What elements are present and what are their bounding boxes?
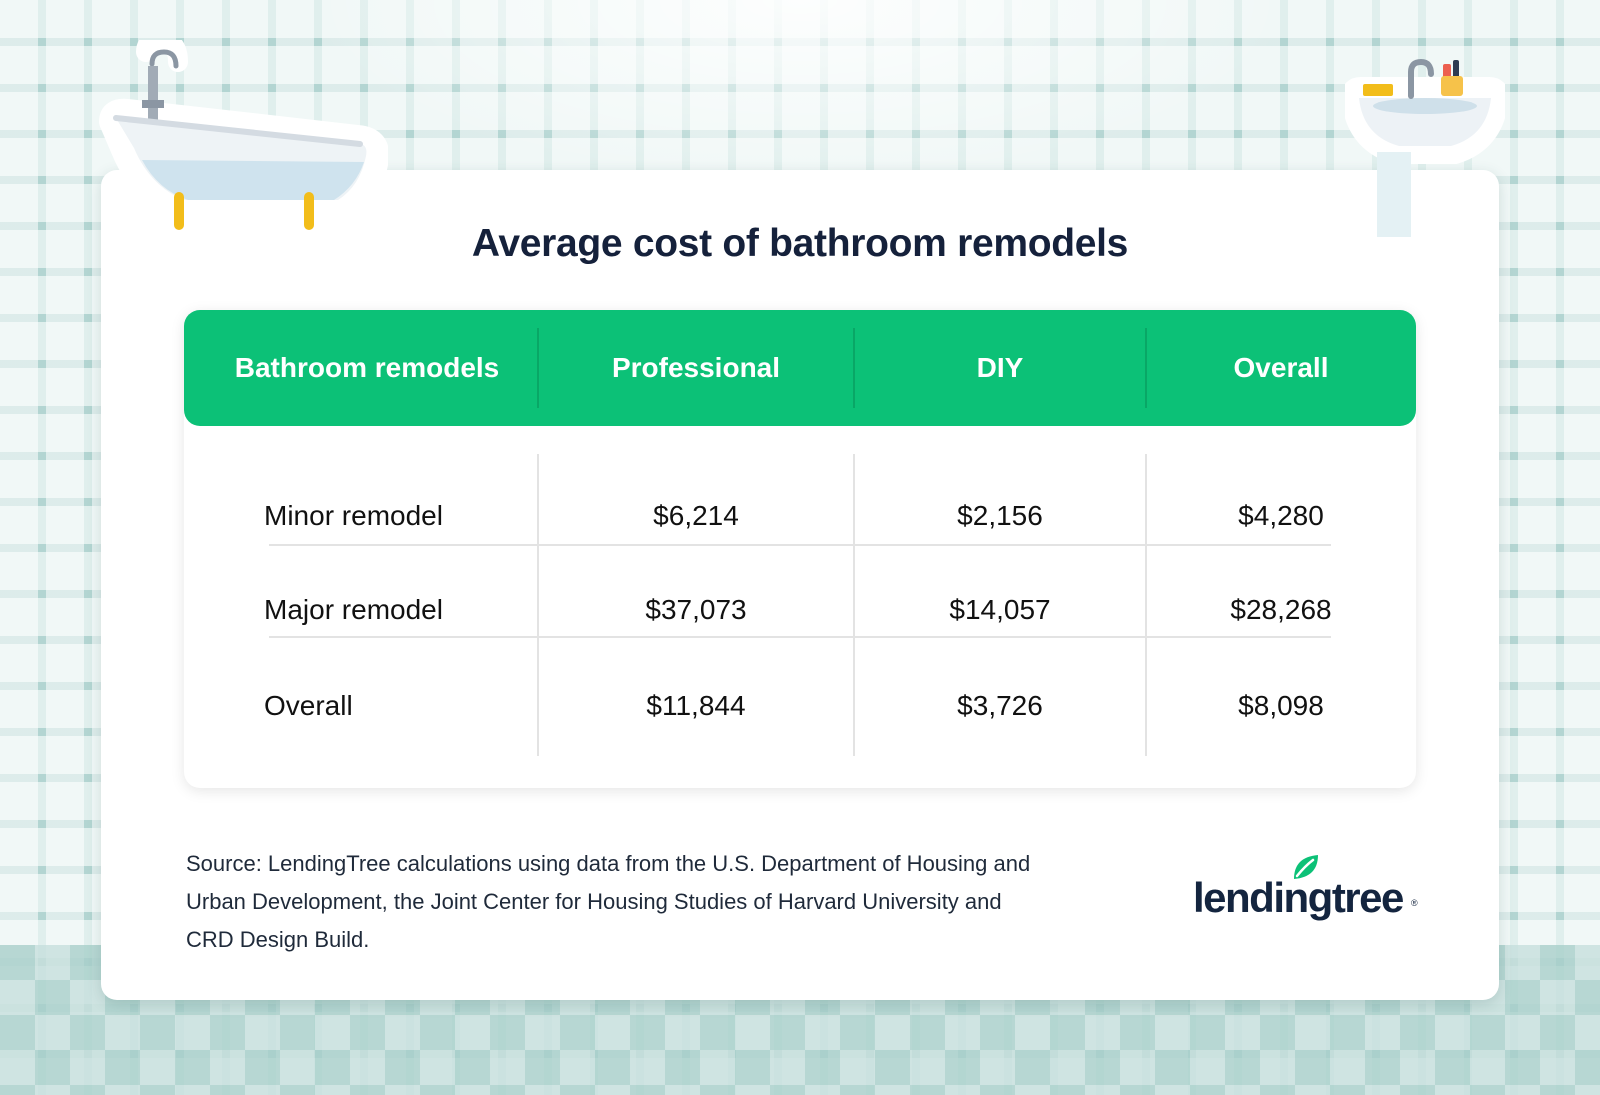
row-label-overall: Overall bbox=[264, 690, 353, 721]
cell-major-professional: $37,073 bbox=[645, 594, 747, 625]
cell-major-diy: $14,057 bbox=[949, 594, 1051, 625]
row-divider bbox=[269, 636, 1331, 638]
source-line-2: Urban Development, the Joint Center for … bbox=[186, 889, 1002, 914]
header-divider bbox=[1145, 328, 1147, 408]
column-header-diy: DIY bbox=[976, 352, 1024, 383]
table-header: Bathroom remodels Professional DIY Overa… bbox=[184, 310, 1416, 426]
column-divider bbox=[537, 454, 539, 756]
cell-overall-professional: $11,844 bbox=[646, 690, 746, 721]
leaf-icon bbox=[1294, 855, 1318, 879]
header-divider bbox=[537, 328, 539, 408]
column-header-professional: Professional bbox=[611, 352, 781, 383]
cell-overall-diy: $3,726 bbox=[957, 690, 1043, 721]
source-line-1: Source: LendingTree calculations using d… bbox=[186, 851, 1031, 876]
column-divider bbox=[1145, 454, 1147, 756]
registered-mark: ® bbox=[1411, 898, 1418, 908]
source-note: Source: LendingTree calculations using d… bbox=[186, 845, 1086, 959]
page-title: Average cost of bathroom remodels bbox=[471, 222, 1129, 265]
row-label-major-remodel: Major remodel bbox=[264, 594, 443, 625]
cell-overall-overall: $8,098 bbox=[1238, 690, 1324, 721]
source-line-3: CRD Design Build. bbox=[186, 927, 370, 952]
cost-table: Bathroom remodels Professional DIY Overa… bbox=[184, 310, 1416, 788]
logo-wordmark: lendingtree bbox=[1193, 874, 1404, 921]
column-header-bathroom-remodels: Bathroom remodels bbox=[234, 352, 500, 383]
column-divider bbox=[853, 454, 855, 756]
column-header-overall: Overall bbox=[1233, 352, 1329, 383]
cell-minor-overall: $4,280 bbox=[1238, 500, 1324, 531]
row-label-minor-remodel: Minor remodel bbox=[264, 500, 443, 531]
sink-icon bbox=[1345, 58, 1505, 237]
cell-minor-diy: $2,156 bbox=[957, 500, 1043, 531]
row-divider bbox=[269, 544, 1331, 546]
header-divider bbox=[853, 328, 855, 408]
cell-major-overall: $28,268 bbox=[1230, 594, 1332, 625]
cell-minor-professional: $6,214 bbox=[653, 500, 739, 531]
lendingtree-logo: lendingtree ® bbox=[1193, 855, 1423, 930]
bathtub-icon bbox=[99, 40, 388, 230]
